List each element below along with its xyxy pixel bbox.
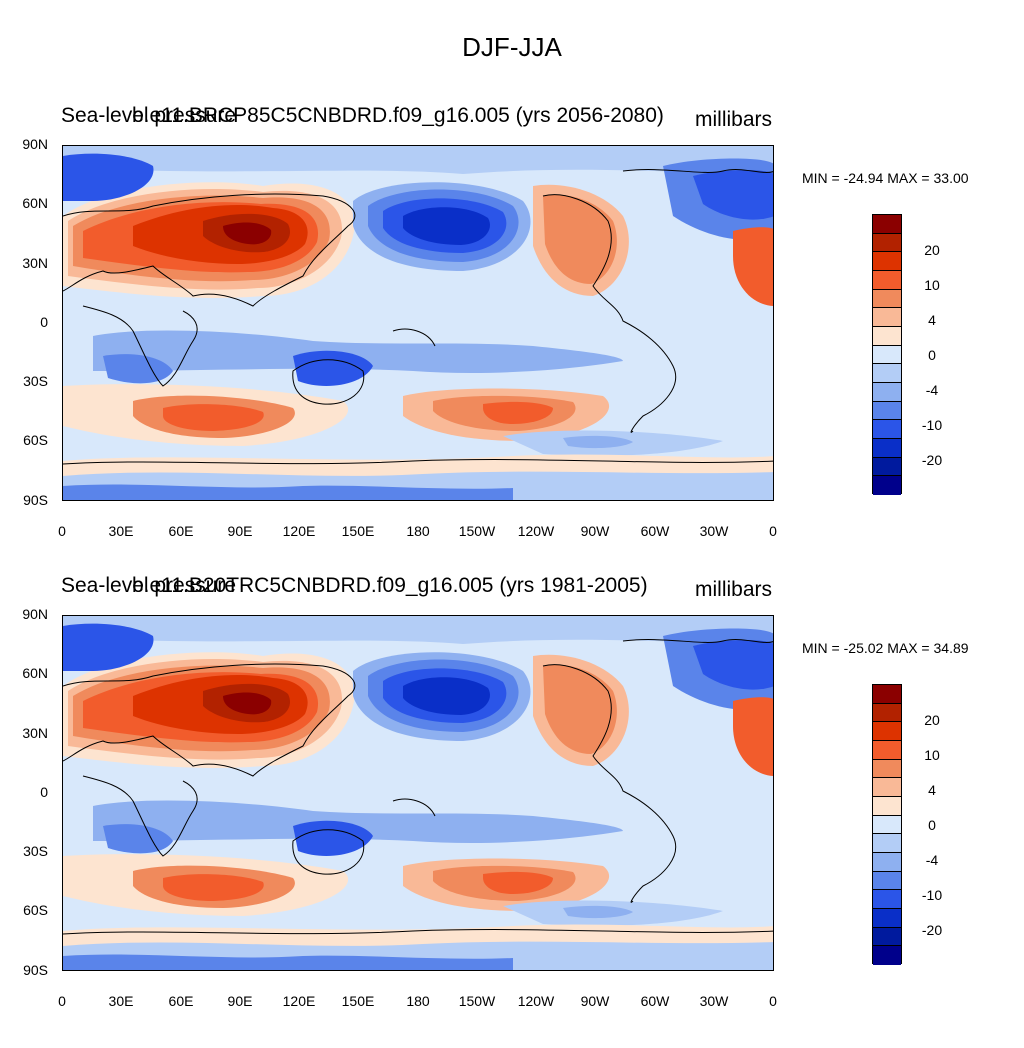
y-tick-label: 0 (40, 784, 48, 800)
colorbar-label: 10 (924, 277, 940, 293)
colorbar-swatch (873, 326, 901, 346)
colorbar-swatch (873, 420, 901, 439)
colorbar-swatch (873, 703, 901, 723)
colorbar-swatch (873, 890, 901, 909)
x-tick-label: 30W (699, 523, 729, 539)
colorbar-label: -20 (921, 922, 943, 938)
x-tick-label: 180 (406, 993, 430, 1009)
colorbar-label: 4 (928, 312, 936, 328)
x-tick-label: 120W (517, 523, 555, 539)
y-tick-label: 60N (22, 195, 48, 211)
panel-units: millibars (695, 108, 773, 131)
colorbar-label: 0 (928, 817, 936, 833)
colorbar-swatch (873, 438, 901, 458)
x-tick-label: 0 (769, 523, 777, 539)
colorbar-label: -20 (921, 452, 943, 468)
colorbar-label: 0 (928, 347, 936, 363)
colorbar-swatch (873, 796, 901, 816)
y-tick-label: 60N (22, 665, 48, 681)
colorbar-label: -10 (921, 887, 943, 903)
y-tick-label: 90S (23, 962, 48, 978)
y-tick-label: 30N (22, 255, 48, 271)
x-tick-label: 180 (406, 523, 430, 539)
colorbar-swatch (873, 740, 901, 760)
x-tick-label: 120W (517, 993, 555, 1009)
panel-units: millibars (695, 578, 773, 601)
colorbar-swatch (873, 685, 901, 704)
x-tick-label: 90W (580, 523, 610, 539)
colorbar-swatch (873, 233, 901, 253)
colorbar-label: 20 (924, 242, 940, 258)
x-tick-label: 120E (282, 523, 316, 539)
y-tick-label: 30N (22, 725, 48, 741)
colorbar-swatch (873, 364, 901, 383)
x-tick-label: 60W (640, 523, 670, 539)
x-tick-label: 0 (769, 993, 777, 1009)
colorbar-swatch (873, 457, 901, 477)
x-tick-label: 90W (580, 993, 610, 1009)
x-tick-label: 90E (227, 993, 253, 1009)
y-tick-label: 30S (23, 843, 48, 859)
min-max-label: MIN = -25.02 MAX = 34.89 (802, 640, 969, 656)
x-tick-label: 120E (282, 993, 316, 1009)
x-tick-label: 60E (168, 523, 194, 539)
figure-title: DJF-JJA (462, 32, 562, 62)
colorbar (872, 214, 902, 495)
map-panel-rcp85: Sea-level pressure b.e11.BRCP85C5CNBDRD.… (0, 98, 1024, 578)
colorbar-swatch (873, 834, 901, 853)
x-tick-label: 0 (58, 523, 66, 539)
slp-contour-map (62, 615, 774, 971)
y-tick-label: 90N (22, 136, 48, 152)
x-tick-label: 150E (341, 993, 375, 1009)
colorbar-label: -10 (921, 417, 943, 433)
colorbar-swatch (873, 345, 901, 365)
y-tick-label: 60S (23, 902, 48, 918)
colorbar-swatch (873, 908, 901, 928)
colorbar-swatch (873, 401, 901, 421)
y-tick-label: 60S (23, 432, 48, 448)
colorbar-label: 4 (928, 782, 936, 798)
colorbar-label: 10 (924, 747, 940, 763)
colorbar-swatch (873, 215, 901, 234)
colorbar-swatch (873, 722, 901, 741)
x-tick-label: 90E (227, 523, 253, 539)
y-tick-label: 90S (23, 492, 48, 508)
panel-center-title: b.e11.BRCP85C5CNBDRD.f09_g16.005 (yrs 20… (132, 104, 664, 127)
x-tick-label: 0 (58, 993, 66, 1009)
colorbar-swatch (873, 476, 901, 495)
x-tick-label: 60W (640, 993, 670, 1009)
y-tick-label: 0 (40, 314, 48, 330)
colorbar-swatch (873, 778, 901, 797)
colorbar-swatch (873, 382, 901, 402)
x-tick-label: 150E (341, 523, 375, 539)
x-tick-label: 150W (458, 993, 496, 1009)
panel-center-title: b.e11.B20TRC5CNBDRD.f09_g16.005 (yrs 198… (132, 574, 648, 597)
colorbar-label: -4 (925, 382, 939, 398)
colorbar-swatch (873, 871, 901, 891)
min-max-label: MIN = -24.94 MAX = 33.00 (802, 170, 969, 186)
colorbar-label: -4 (925, 852, 939, 868)
colorbar-swatch (873, 289, 901, 309)
y-tick-label: 90N (22, 606, 48, 622)
colorbar-swatch (873, 252, 901, 271)
x-tick-label: 30E (108, 523, 134, 539)
colorbar-swatch (873, 270, 901, 290)
colorbar (872, 684, 902, 965)
colorbar-swatch (873, 927, 901, 947)
panel-left-title: Sea-level pressure (61, 104, 237, 127)
x-tick-label: 150W (458, 523, 496, 539)
y-tick-label: 30S (23, 373, 48, 389)
x-tick-label: 30E (108, 993, 134, 1009)
map-panel-20thc: Sea-level pressure b.e11.B20TRC5CNBDRD.f… (0, 568, 1024, 1048)
slp-contour-map (62, 145, 774, 501)
colorbar-swatch (873, 815, 901, 835)
colorbar-swatch (873, 946, 901, 965)
colorbar-label: 20 (924, 712, 940, 728)
colorbar-swatch (873, 759, 901, 779)
panel-left-title: Sea-level pressure (61, 574, 237, 597)
colorbar-swatch (873, 852, 901, 872)
colorbar-swatch (873, 308, 901, 327)
x-tick-label: 60E (168, 993, 194, 1009)
x-tick-label: 30W (699, 993, 729, 1009)
